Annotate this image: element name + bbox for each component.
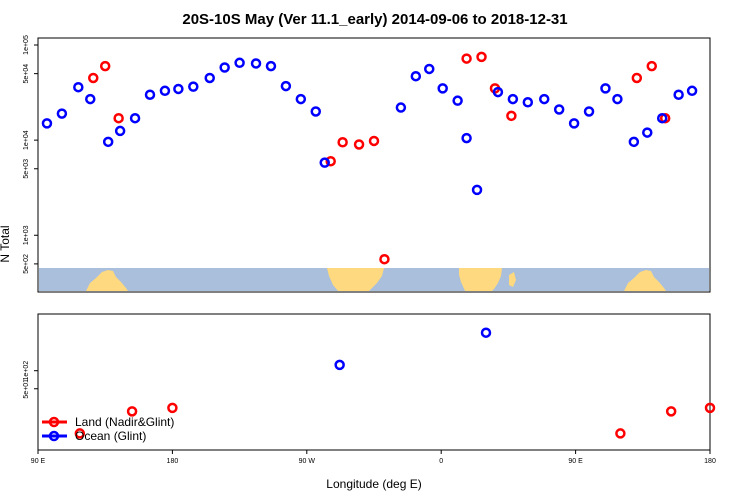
y-tick-label: 1e+02 xyxy=(23,361,30,381)
upper-ocean-point xyxy=(310,106,322,117)
y-tick-label: 5e+01 xyxy=(23,379,30,399)
upper-ocean-point xyxy=(612,93,623,105)
upper-ocean-point xyxy=(85,93,96,105)
x-tick-label: 0 xyxy=(439,458,443,465)
upper-ocean-point xyxy=(41,118,53,129)
upper-ocean-point xyxy=(73,81,84,93)
upper-ocean-point xyxy=(265,60,277,72)
upper-ocean-point xyxy=(673,89,684,100)
lower-land-point xyxy=(74,428,86,439)
lower-land-point xyxy=(615,428,626,439)
upper-land-point xyxy=(337,136,348,148)
upper-ocean-point xyxy=(471,184,483,196)
lower-land-point xyxy=(704,402,716,414)
upper-ocean-point xyxy=(583,106,595,117)
upper-ocean-point xyxy=(538,93,550,105)
lower-ocean-point xyxy=(334,359,345,371)
upper-ocean-point xyxy=(424,63,435,75)
lower-ocean-point xyxy=(480,327,492,338)
upper-land-point xyxy=(646,60,658,72)
lower-land-point xyxy=(167,402,178,414)
x-tick-label: 180 xyxy=(704,458,716,465)
upper-ocean-point xyxy=(56,108,68,119)
land-africa xyxy=(459,268,502,291)
upper-ocean-point xyxy=(410,70,422,82)
upper-ocean-point xyxy=(188,81,199,92)
points-group xyxy=(41,51,716,439)
upper-land-point xyxy=(506,110,517,122)
upper-ocean-point xyxy=(280,80,292,92)
legend-ocean-label: Ocean (Glint) xyxy=(75,429,146,443)
land-australia-1 xyxy=(86,270,128,291)
y-tick-label: 1e+03 xyxy=(23,225,30,245)
x-axis-title: Longitude (deg E) xyxy=(326,477,421,491)
upper-land-point xyxy=(461,53,472,64)
upper-ocean-point xyxy=(114,125,126,137)
y-axis-title: N Total xyxy=(0,225,12,262)
upper-land-point xyxy=(631,72,643,84)
upper-ocean-point xyxy=(507,93,519,105)
lower-plot-frame xyxy=(37,313,711,451)
upper-land-point xyxy=(368,135,380,147)
upper-ocean-point xyxy=(250,58,262,69)
y-tick-label: 1e+04 xyxy=(23,130,30,150)
y-tick-label: 5e+04 xyxy=(23,64,30,84)
legend-ocean-marker xyxy=(48,430,60,442)
upper-ocean-point xyxy=(600,83,611,94)
upper-ocean-point xyxy=(452,95,463,106)
y-tick-label: 1e+05 xyxy=(23,35,30,55)
x-tick-label: 90 E xyxy=(568,458,583,465)
upper-ocean-point xyxy=(159,85,171,97)
upper-ocean-point xyxy=(437,83,448,94)
x-tick-label: 90 W xyxy=(299,458,316,465)
upper-land-point xyxy=(113,112,124,124)
upper-ocean-point xyxy=(395,102,407,113)
land-south-america xyxy=(327,268,384,291)
legend-land-label: Land (Nadir&Glint) xyxy=(75,415,174,429)
axes-group: 90 E 180 90 W 0 90 E 180 5e+02 1e+03 5e+03 1e+04 5… xyxy=(23,35,716,465)
upper-ocean-point xyxy=(553,104,565,115)
x-tick-label: 90 E xyxy=(31,458,46,465)
y-tick-label: 5e+02 xyxy=(23,254,30,274)
upper-land-point xyxy=(379,253,390,265)
upper-ocean-point xyxy=(295,93,307,105)
upper-ocean-point xyxy=(102,136,114,148)
upper-ocean-point xyxy=(144,89,156,100)
upper-ocean-point xyxy=(522,97,534,108)
x-tick-label: 180 xyxy=(167,458,179,465)
upper-ocean-point xyxy=(492,86,504,98)
upper-ocean-point xyxy=(656,112,668,124)
upper-ocean-point xyxy=(204,72,215,84)
upper-ocean-point xyxy=(461,132,472,144)
upper-ocean-point xyxy=(129,112,141,124)
upper-land-point xyxy=(88,72,99,84)
upper-ocean-point xyxy=(568,118,580,129)
upper-land-point xyxy=(353,139,365,150)
upper-ocean-point xyxy=(234,57,245,69)
upper-ocean-point xyxy=(319,157,330,168)
world-map-strip xyxy=(39,268,709,291)
upper-land-point xyxy=(99,60,111,72)
lower-land-point xyxy=(665,406,677,417)
upper-ocean-point xyxy=(628,136,640,148)
upper-land-point xyxy=(476,51,487,63)
upper-ocean-point xyxy=(642,127,653,138)
upper-plot-frame xyxy=(37,37,711,293)
legend-land-marker xyxy=(48,416,60,428)
lower-land-point xyxy=(126,406,138,417)
upper-ocean-point xyxy=(173,83,184,95)
chart-title: 20S-10S May (Ver 11.1_early) 2014-09-06 … xyxy=(182,11,567,28)
land-australia-2 xyxy=(624,270,666,291)
upper-ocean-point xyxy=(686,85,698,97)
land-madagascar xyxy=(509,272,516,287)
y-tick-label: 5e+03 xyxy=(23,159,30,179)
upper-ocean-point xyxy=(219,62,230,73)
upper-land-point xyxy=(325,155,336,167)
legend: Land (Nadir&Glint) Ocean (Glint) xyxy=(42,415,174,443)
